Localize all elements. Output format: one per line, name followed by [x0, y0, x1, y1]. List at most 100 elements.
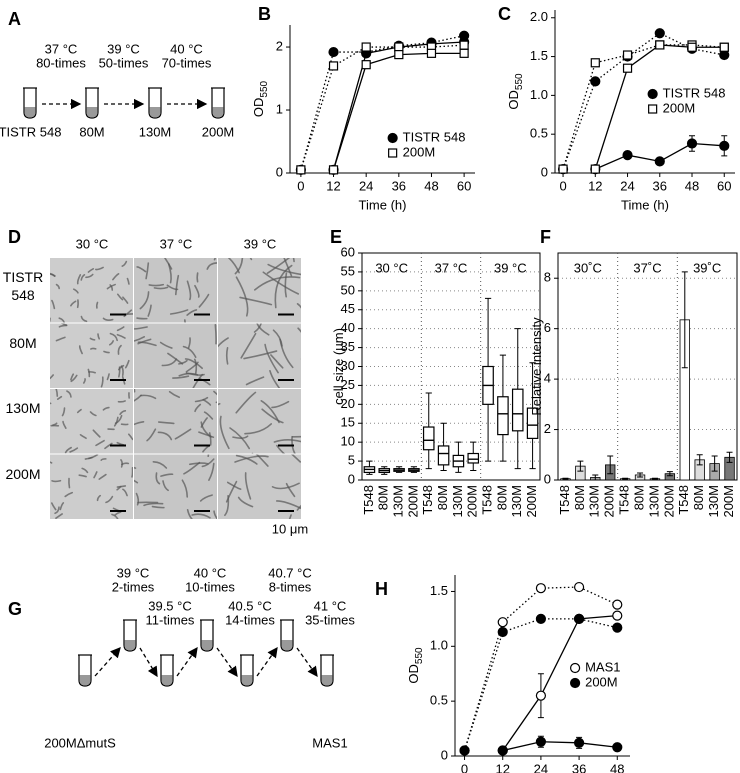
y-axis-title-subscript: 550: [414, 647, 425, 664]
y-axis-title: OD550: [406, 647, 424, 684]
data-point: [719, 42, 729, 52]
cell: [267, 263, 301, 276]
box: [437, 445, 450, 466]
cell: [152, 460, 168, 469]
cell: [227, 258, 240, 274]
arrow: [216, 647, 238, 678]
data-point: [535, 690, 547, 701]
row-label: 200M: [5, 465, 41, 482]
y-tick-label: 55: [341, 263, 355, 278]
cell: [80, 315, 88, 323]
error-bar: [666, 471, 673, 477]
cell: [100, 376, 104, 388]
cell: [136, 266, 147, 273]
series-line: [502, 614, 618, 751]
x-axis-title: Time (h): [359, 197, 407, 212]
tube-culture: [321, 675, 333, 686]
y-axis-title: OD550: [506, 73, 524, 110]
cell: [116, 326, 125, 332]
cell: [123, 309, 133, 318]
cell: [106, 373, 110, 381]
x-tick-label: 200M: [405, 485, 420, 518]
step-times: 10-times: [185, 579, 235, 594]
cell: [88, 371, 97, 374]
cell: [59, 502, 65, 511]
x-tick-label: T548: [480, 485, 495, 515]
x-tick-label: 24: [620, 178, 634, 193]
cell: [145, 262, 150, 280]
x-tick-label: 130M: [706, 485, 721, 518]
cells: [136, 258, 217, 323]
arrow: [139, 647, 158, 678]
x-tick-label: 48: [685, 178, 699, 193]
x-axis-title: Time (h): [621, 197, 669, 212]
data-point: [328, 165, 339, 175]
legend-label: TISTR 548: [663, 85, 726, 100]
cell: [95, 301, 99, 309]
data-point: [497, 626, 508, 638]
cell: [51, 479, 62, 483]
cell: [80, 273, 86, 281]
cell: [264, 343, 279, 374]
cell: [122, 296, 129, 304]
arrow: [94, 647, 121, 677]
x-tick-label: 0: [559, 178, 566, 193]
tube-culture: [149, 107, 161, 118]
y-tick-label: 2.0: [530, 9, 548, 24]
y-tick-label: 0.5: [530, 126, 548, 141]
cell: [151, 505, 165, 509]
cell: [116, 485, 122, 491]
cell: [219, 415, 230, 450]
cell: [193, 358, 198, 375]
y-axis-title: Relative intensity: [529, 317, 544, 416]
cell: [225, 347, 229, 365]
error-bar: [696, 454, 703, 466]
cell: [208, 432, 212, 446]
step-temperature: 40.5 °C: [228, 598, 272, 613]
step-temperature: 39.5 °C: [148, 598, 192, 613]
micrograph: [218, 454, 301, 519]
cell: [81, 467, 89, 474]
cells: [224, 454, 301, 519]
cell: [93, 471, 98, 479]
cell: [288, 514, 292, 519]
data-point: [328, 61, 339, 71]
series-line: [594, 44, 725, 170]
panel-label: C: [498, 4, 511, 24]
cell: [148, 283, 165, 287]
data-point: [590, 58, 600, 68]
legend-marker: [387, 132, 398, 144]
tube: [23, 88, 37, 119]
cell: [276, 444, 286, 454]
cell: [85, 273, 94, 279]
cell: [56, 395, 63, 400]
tube-culture: [24, 107, 36, 118]
x-tick-label: 200M: [602, 485, 617, 518]
cell: [51, 299, 56, 310]
strain-label: 80M: [79, 124, 104, 139]
cell: [121, 260, 128, 267]
x-tick-label: 48: [424, 178, 438, 193]
strain-label: 200MΔmutS: [44, 735, 116, 750]
y-tick-label: 25: [341, 377, 355, 392]
tube-culture: [281, 640, 293, 651]
y-tick-label: 0: [348, 471, 355, 486]
cell: [273, 438, 301, 443]
cell: [113, 416, 119, 427]
panel-label: D: [8, 227, 21, 247]
cell: [292, 258, 295, 263]
data-point: [535, 583, 547, 594]
cell: [157, 421, 175, 425]
series-line: [300, 44, 465, 171]
cell: [134, 389, 136, 393]
y-tick-label: 2: [276, 38, 283, 53]
row-label: 130M: [5, 400, 41, 416]
tube-culture: [212, 107, 224, 118]
cells: [134, 323, 217, 388]
data-point: [612, 622, 623, 633]
cell: [147, 304, 152, 317]
cell: [174, 428, 192, 440]
error-bar: [637, 472, 644, 478]
